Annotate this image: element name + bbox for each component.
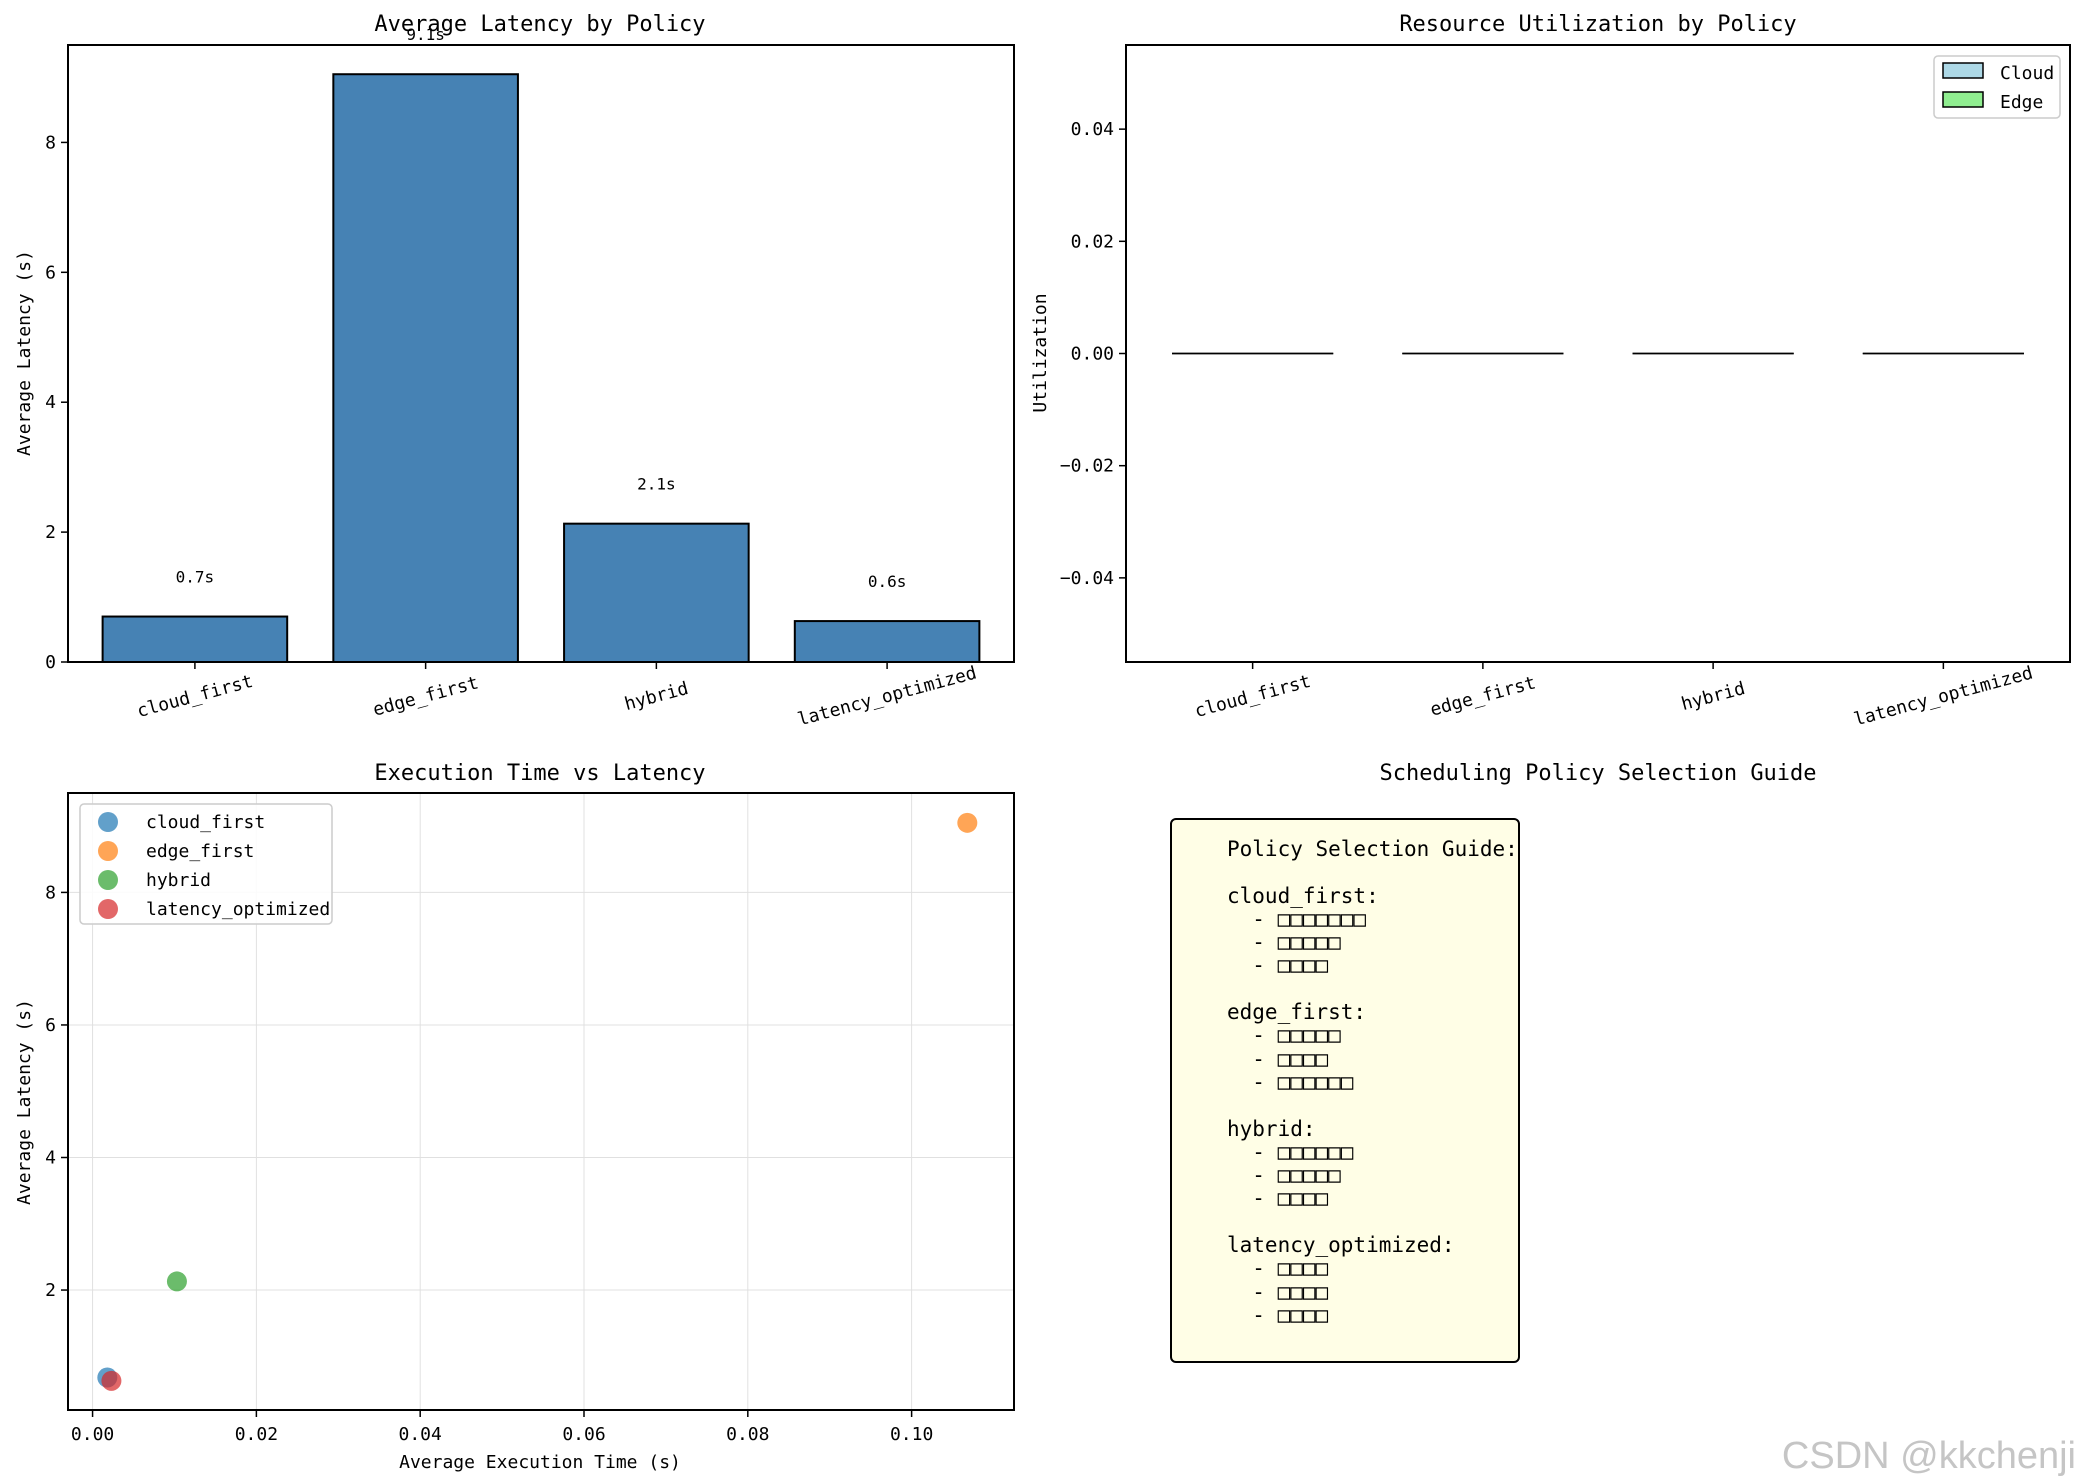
y-tick-label: 0.04 [1071, 119, 1114, 140]
legend-marker-hybrid [98, 870, 118, 890]
bar-latency-optimized [793, 620, 981, 663]
x-tick-label-cloud-first: cloud_first [1192, 671, 1313, 722]
x-tick-label: 0.08 [726, 1424, 769, 1445]
value-label-hybrid: 2.1s [637, 475, 676, 494]
y-tick-label: 0.02 [1071, 231, 1114, 252]
legend-label-hybrid: hybrid [146, 870, 211, 891]
scatter-chart-title: Execution Time vs Latency [374, 761, 705, 786]
scatter-chart-xlabel: Average Execution Time (s) [399, 1452, 681, 1473]
y-tick-label: −0.02 [1060, 456, 1114, 477]
execution-latency-scatter: Execution Time vs Latency 2 4 6 8 0.00 0.02 0… [14, 761, 1015, 1473]
latency-chart-ylabel: Average Latency (s) [14, 250, 35, 456]
x-tick-label-edge-first: edge_first [1428, 672, 1538, 720]
y-tick-label: 8 [45, 132, 56, 153]
x-tick-label-hybrid: hybrid [622, 678, 690, 715]
latency-bar-chart: Average Latency by Policy 0 2 4 6 8 cloud_fi… [14, 12, 1015, 730]
bar-edge-first [332, 73, 519, 663]
legend-swatch-cloud [1942, 62, 1984, 79]
x-tick-label: 0.10 [890, 1424, 933, 1445]
x-tick-label: 0.02 [235, 1424, 278, 1445]
utilization-legend: Cloud Edge [1933, 55, 2061, 119]
legend-label-edge: Edge [2000, 92, 2043, 113]
utilization-bar-chart: Resource Utilization by Policy −0.04 −0.0… [1030, 12, 2071, 730]
legend-label-latency-optimized: latency_optimized [146, 899, 330, 920]
legend-marker-latency-optimized [98, 899, 118, 919]
legend-label-edge-first: edge_first [146, 841, 254, 862]
value-label-latency-optimized: 0.6s [868, 572, 907, 591]
y-tick-label: −0.04 [1060, 568, 1114, 589]
utilization-chart-ylabel: Utilization [1030, 293, 1051, 412]
guide-text: Policy Selection Guide: cloud_first: - □… [1227, 837, 1518, 1327]
guide-title: Scheduling Policy Selection Guide [1379, 761, 1816, 786]
x-tick-label: 0.04 [399, 1424, 442, 1445]
utilization-chart-title: Resource Utilization by Policy [1399, 12, 1796, 37]
x-tick-label-edge-first: edge_first [371, 672, 481, 720]
x-tick-label: 0.00 [71, 1424, 114, 1445]
watermark: CSDN @kkchenji [1781, 1435, 2076, 1477]
bar-cloud-first [101, 615, 289, 664]
value-label-edge-first: 9.1s [406, 25, 445, 44]
x-tick-label-latency-optimized: latency_optimized [796, 662, 979, 730]
point-edge-first [957, 812, 978, 833]
guide-box [1170, 818, 1520, 1363]
value-label-cloud-first: 0.7s [176, 568, 215, 587]
legend-marker-cloud-first [98, 812, 118, 832]
legend-label-cloud: Cloud [2000, 63, 2054, 84]
y-tick-label: 2 [45, 522, 56, 543]
x-tick-label-latency-optimized: latency_optimized [1852, 662, 2035, 730]
latency-chart-frame [67, 44, 1015, 663]
point-hybrid [166, 1271, 187, 1292]
y-tick-label: 0.00 [1071, 344, 1114, 365]
bar-hybrid [563, 522, 750, 663]
legend-marker-edge-first [98, 841, 118, 861]
y-tick-label: 6 [45, 1015, 56, 1036]
utilization-chart-frame [1125, 44, 2071, 663]
legend-frame [79, 803, 333, 925]
y-tick-label: 0 [45, 652, 56, 673]
scatter-chart-frame [67, 792, 1015, 1411]
y-tick-label: 4 [45, 392, 56, 413]
y-tick-label: 6 [45, 262, 56, 283]
point-latency-optimized [101, 1370, 122, 1391]
y-tick-label: 4 [45, 1148, 56, 1169]
y-tick-label: 8 [45, 882, 56, 903]
legend-label-cloud-first: cloud_first [146, 812, 265, 833]
x-tick-label-hybrid: hybrid [1679, 678, 1747, 715]
latency-chart-title: Average Latency by Policy [374, 12, 705, 37]
scatter-chart-ylabel: Average Latency (s) [14, 999, 35, 1205]
legend-swatch-edge [1942, 91, 1984, 108]
y-tick-label: 2 [45, 1280, 56, 1301]
x-tick-label-cloud-first: cloud_first [135, 671, 256, 722]
x-tick-label: 0.06 [562, 1424, 605, 1445]
